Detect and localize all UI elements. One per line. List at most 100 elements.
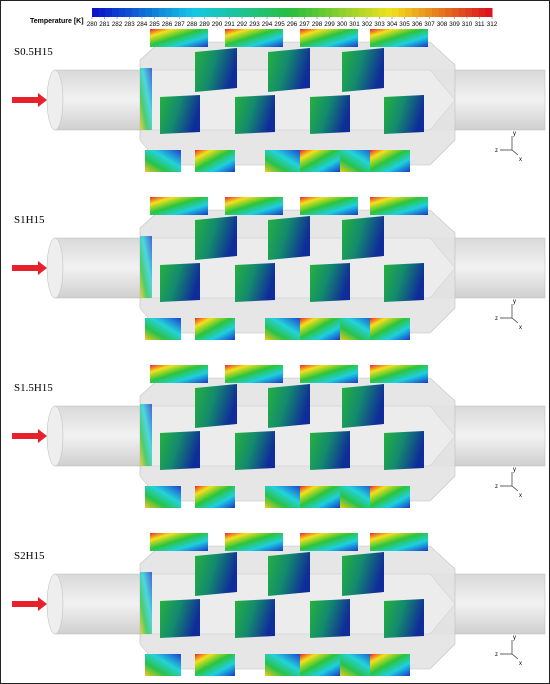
bottom-fins bbox=[145, 150, 181, 172]
bottom-fins bbox=[300, 486, 340, 508]
axis-triad bbox=[500, 304, 519, 324]
axis-triad bbox=[500, 472, 519, 492]
colorbar-cell bbox=[352, 8, 360, 17]
axis-label: x bbox=[519, 661, 522, 667]
bottom-fins bbox=[145, 318, 181, 340]
colorbar-cell bbox=[112, 8, 120, 17]
bottom-fins bbox=[340, 318, 376, 340]
top-fins bbox=[150, 533, 208, 551]
top-fins bbox=[150, 197, 208, 215]
colorbar-cell bbox=[338, 8, 346, 17]
colorbar-cell bbox=[172, 8, 180, 17]
colorbar-cell bbox=[225, 8, 233, 17]
bottom-fins bbox=[265, 318, 301, 340]
inlet-pipe bbox=[54, 405, 141, 467]
colorbar-cell bbox=[452, 8, 460, 17]
colorbar-tick-label: 312 bbox=[487, 21, 498, 28]
lower-fins bbox=[235, 263, 275, 302]
bottom-fins bbox=[265, 150, 301, 172]
colorbar-cell bbox=[152, 8, 160, 17]
colorbar-tick-label: 294 bbox=[262, 21, 273, 28]
lower-fins bbox=[384, 599, 424, 638]
colorbar-cell bbox=[485, 8, 493, 17]
colorbar-tick-label: 303 bbox=[374, 21, 385, 28]
flow-arrow bbox=[12, 261, 47, 275]
axis-label: z bbox=[495, 484, 498, 490]
colorbar-cell bbox=[425, 8, 433, 17]
colorbar-tick-label: 310 bbox=[462, 21, 473, 28]
colorbar-tick-label: 288 bbox=[187, 21, 198, 28]
colorbar-cell bbox=[465, 8, 473, 17]
colorbar-cell bbox=[92, 8, 100, 17]
colorbar-cell bbox=[232, 8, 240, 17]
colorbar-cell bbox=[185, 8, 193, 17]
colorbar-tick-label: 291 bbox=[224, 21, 235, 28]
colorbar-cell bbox=[238, 8, 246, 17]
lower-fins bbox=[310, 599, 350, 638]
colorbar-cell bbox=[432, 8, 440, 17]
colorbar-tick-label: 297 bbox=[299, 21, 310, 28]
lower-fins bbox=[310, 95, 350, 134]
colorbar-tick-label: 293 bbox=[249, 21, 260, 28]
bottom-fins bbox=[370, 654, 410, 676]
colorbar-cell bbox=[378, 8, 386, 17]
axis-triad bbox=[500, 640, 519, 660]
colorbar-cell bbox=[278, 8, 286, 17]
upper-fins bbox=[268, 216, 310, 260]
colorbar-cell bbox=[252, 8, 260, 17]
inlet-end bbox=[46, 405, 64, 467]
upper-fins bbox=[342, 48, 384, 92]
lower-fins bbox=[160, 95, 200, 134]
bottom-fins bbox=[340, 654, 376, 676]
axis-label: y bbox=[513, 299, 516, 305]
colorbar-tick-label: 296 bbox=[287, 21, 298, 28]
colorbar-tick-label: 287 bbox=[174, 21, 185, 28]
colorbar-tick-label: 305 bbox=[399, 21, 410, 28]
top-fins bbox=[225, 365, 283, 383]
bottom-fins bbox=[265, 654, 301, 676]
panel: S1H15 z y x bbox=[12, 197, 546, 340]
top-fins bbox=[225, 29, 283, 47]
lower-fins bbox=[384, 263, 424, 302]
panel: S2H15 z y x bbox=[12, 533, 546, 676]
bottom-fins bbox=[300, 654, 340, 676]
colorbar-cell bbox=[285, 8, 293, 17]
lower-fins bbox=[310, 431, 350, 470]
top-fins bbox=[150, 365, 208, 383]
colorbar-tick-label: 284 bbox=[137, 21, 148, 28]
inlet-pipe bbox=[54, 69, 141, 131]
colorbar-cell bbox=[312, 8, 320, 17]
colorbar-tick-label: 295 bbox=[274, 21, 285, 28]
colorbar-cell bbox=[418, 8, 426, 17]
colorbar-tick-label: 301 bbox=[349, 21, 360, 28]
bottom-fins bbox=[195, 150, 235, 172]
axis-label: x bbox=[519, 325, 522, 331]
colorbar-cell bbox=[158, 8, 166, 17]
bottom-fins bbox=[300, 318, 340, 340]
colorbar-tick-label: 311 bbox=[474, 21, 485, 28]
upper-fins bbox=[268, 384, 310, 428]
colorbar-cell bbox=[385, 8, 393, 17]
bottom-fins bbox=[370, 486, 410, 508]
top-fins bbox=[370, 533, 428, 551]
panels: S0.5H15 z y x S1H15 z y x S1.5H15 z y x S2H15 z y x bbox=[12, 29, 546, 676]
axis-label: z bbox=[495, 316, 498, 322]
colorbar-cell bbox=[132, 8, 140, 17]
top-fins bbox=[370, 197, 428, 215]
colorbar-tick-label: 306 bbox=[412, 21, 423, 28]
colorbar-tick-label: 304 bbox=[387, 21, 398, 28]
colorbar-cell bbox=[332, 8, 340, 17]
colorbar-cell bbox=[118, 8, 126, 17]
colorbar-cell bbox=[98, 8, 106, 17]
colorbar-cell bbox=[198, 8, 206, 17]
colorbar-cell bbox=[105, 8, 113, 17]
bottom-fins bbox=[340, 150, 376, 172]
colorbar-tick-label: 289 bbox=[199, 21, 210, 28]
panel-label: S1H15 bbox=[14, 214, 45, 226]
colorbar-tick-label: 285 bbox=[149, 21, 160, 28]
colorbar: 280 281 282 283 284 285 286 287 288 289 290 291 292 2… bbox=[87, 8, 498, 28]
bottom-fins bbox=[265, 486, 301, 508]
colorbar-cell bbox=[258, 8, 266, 17]
lower-fins bbox=[384, 431, 424, 470]
